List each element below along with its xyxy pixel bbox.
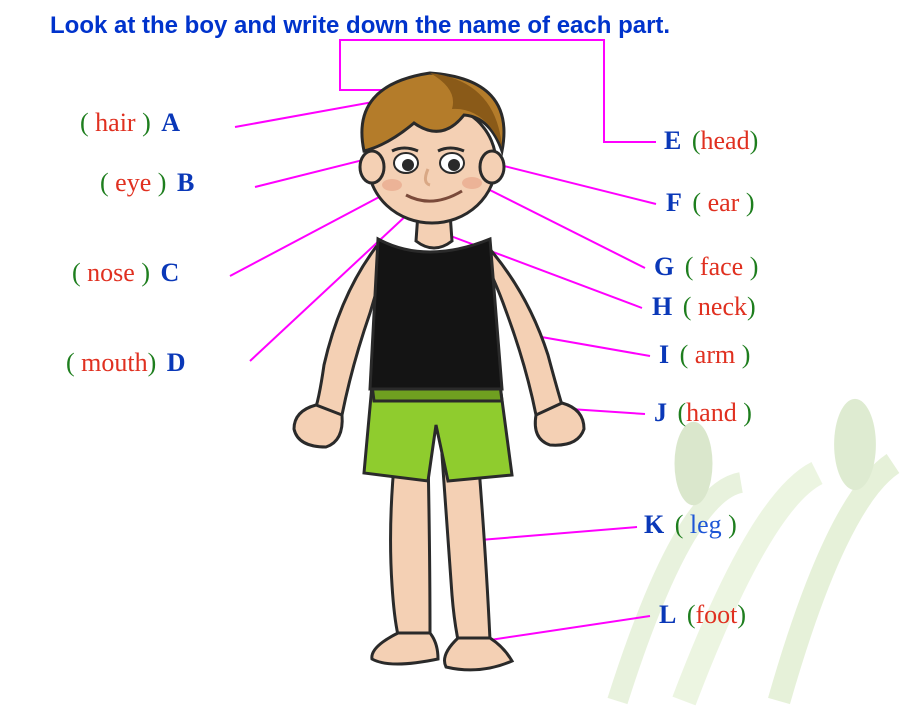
background-decoration [570,340,920,720]
letter-B: B [177,168,194,197]
letter-C: C [161,258,180,287]
letter-E: E [664,126,681,155]
label-A: ( hair ) A [80,108,184,138]
answer-F: ear [708,188,740,217]
answer-B: eye [115,168,151,197]
label-L: L (foot) [655,600,746,630]
label-G: G ( face ) [650,252,758,282]
answer-A: hair [95,108,135,137]
answer-L: foot [696,600,738,629]
label-B: ( eye ) B [100,168,198,198]
answer-E: head [701,126,750,155]
label-I: I ( arm ) [655,340,750,370]
answer-C: nose [87,258,135,287]
label-F: F ( ear ) [662,188,754,218]
answer-K: leg [690,510,722,539]
letter-I: I [659,340,669,369]
paren-close: ) [136,108,151,137]
label-E: E (head) [660,126,758,156]
answer-H: neck [698,292,747,321]
label-C: ( nose ) C [72,258,183,288]
answer-D: mouth [81,348,147,377]
letter-K: K [644,510,664,539]
letter-A: A [161,108,180,137]
letter-D: D [167,348,186,377]
letter-L: L [659,600,676,629]
letter-H: H [652,292,672,321]
label-H: H ( neck) [648,292,756,322]
instruction-title: Look at the boy and write down the name … [50,12,670,40]
label-K: K ( leg ) [640,510,737,540]
label-J: J (hand ) [650,398,752,428]
letter-G: G [654,252,674,281]
paren-open: ( [80,108,95,137]
letter-F: F [666,188,682,217]
label-D: ( mouth) D [66,348,190,378]
answer-I: arm [695,340,735,369]
boy-illustration [280,55,590,675]
answer-J: hand [686,398,737,427]
answer-G: face [700,252,743,281]
letter-J: J [654,398,667,427]
